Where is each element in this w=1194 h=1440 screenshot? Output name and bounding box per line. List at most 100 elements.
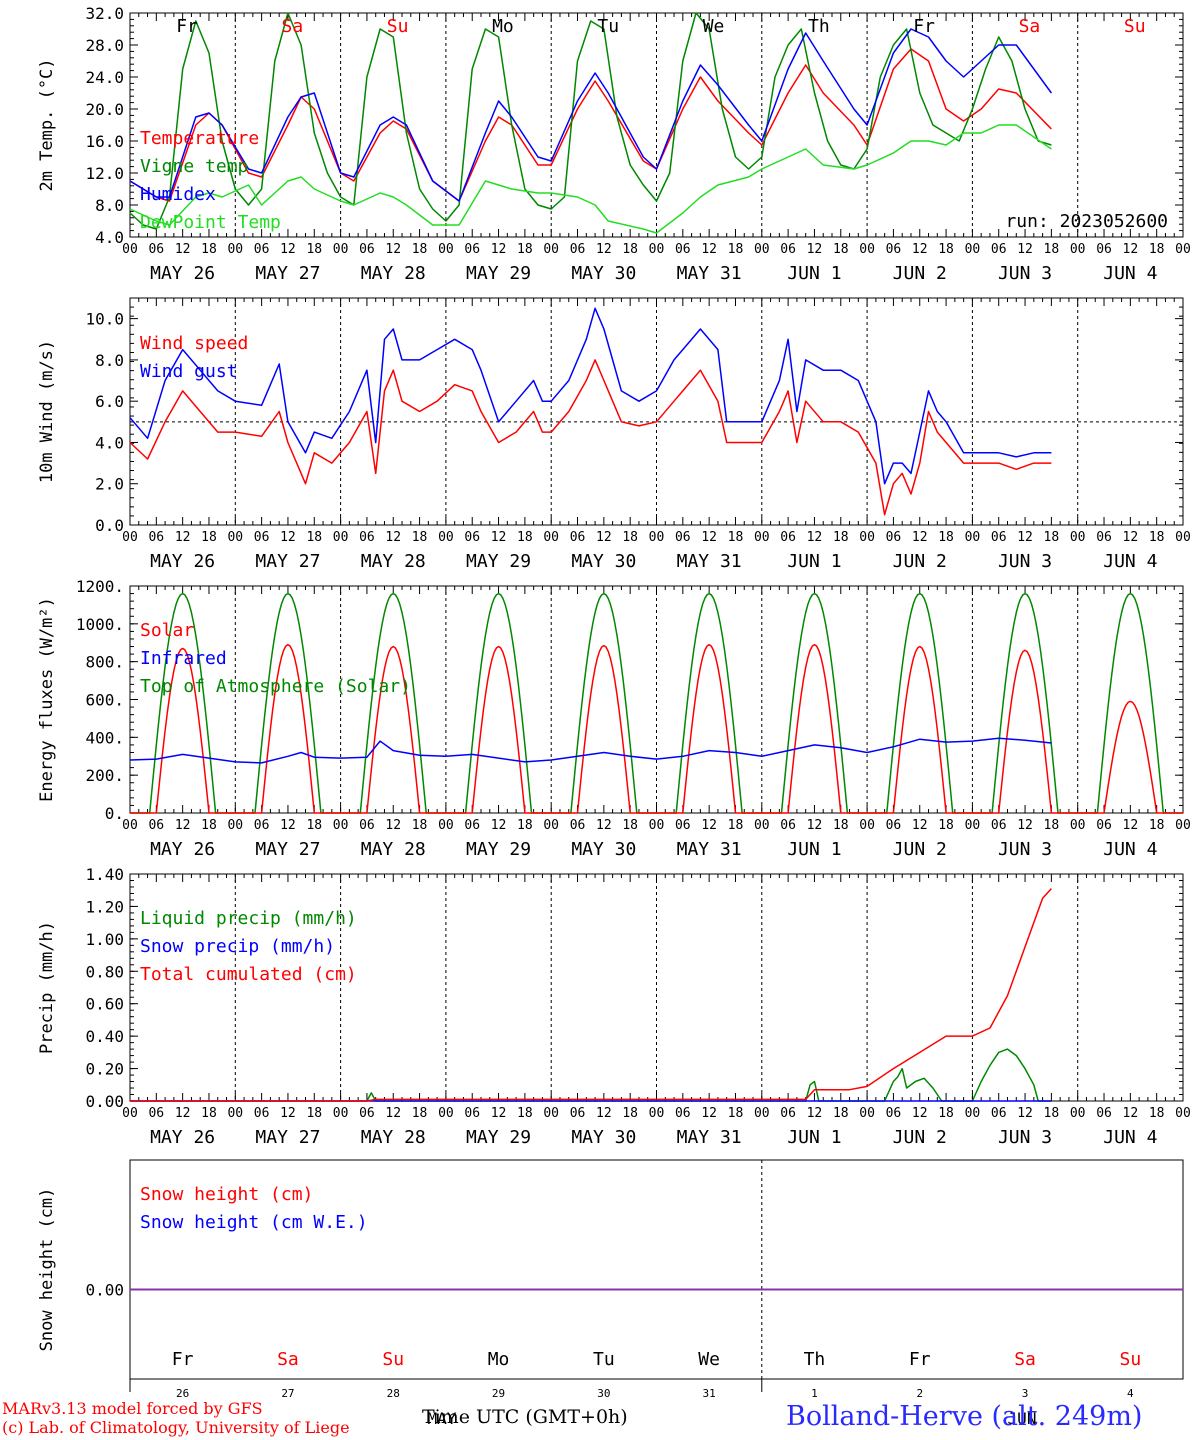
hour-tick-label: 06 xyxy=(675,818,691,833)
hour-tick-label: 18 xyxy=(1149,818,1165,833)
hour-tick-label: 12 xyxy=(596,530,612,545)
hour-tick-label: 18 xyxy=(517,818,533,833)
hour-tick-label: 12 xyxy=(596,242,612,257)
hour-tick-label: 12 xyxy=(175,1106,191,1121)
weekday-label: Fr xyxy=(176,16,198,37)
hour-tick-label: 18 xyxy=(622,530,638,545)
hour-tick-label: 18 xyxy=(938,530,954,545)
hour-tick-label: 06 xyxy=(570,530,586,545)
hour-tick-label: 12 xyxy=(175,530,191,545)
hour-tick-label: 18 xyxy=(412,242,428,257)
hour-tick-label: 06 xyxy=(675,242,691,257)
bottom-day-number: 2 xyxy=(916,1387,923,1400)
hour-tick-label: 12 xyxy=(912,242,928,257)
hour-tick-label: 00 xyxy=(859,242,875,257)
day-label: JUN 1 xyxy=(787,839,841,860)
bottom-weekday-label: Tu xyxy=(593,1349,615,1370)
hour-tick-label: 12 xyxy=(280,818,296,833)
hour-tick-label: 06 xyxy=(780,1106,796,1121)
hour-tick-label: 06 xyxy=(675,530,691,545)
hour-tick-label: 18 xyxy=(833,1106,849,1121)
hour-tick-label: 00 xyxy=(965,1106,981,1121)
hour-tick-label: 00 xyxy=(754,242,770,257)
bottom-weekday-label: Th xyxy=(804,1349,826,1370)
hour-tick-label: 00 xyxy=(122,818,138,833)
y-tick-label: 8.0 xyxy=(95,351,124,370)
series-line-dewpoint-temp xyxy=(129,124,1052,234)
hour-tick-label: 12 xyxy=(385,1106,401,1121)
hour-tick-label: 12 xyxy=(491,530,507,545)
weekday-label: Tu xyxy=(597,16,619,37)
series-line-liquid-precip-mm-h xyxy=(130,1048,1052,1102)
hour-tick-label: 00 xyxy=(965,818,981,833)
hour-tick-label: 18 xyxy=(728,242,744,257)
hour-tick-label: 12 xyxy=(1017,818,1033,833)
day-label: JUN 1 xyxy=(787,1127,841,1148)
bottom-weekday-label: Sa xyxy=(277,1349,299,1370)
hour-tick-label: 00 xyxy=(1175,530,1191,545)
y-axis-label: Snow height (cm) xyxy=(37,1188,57,1352)
hour-tick-label: 18 xyxy=(517,242,533,257)
hour-tick-label: 12 xyxy=(1123,1106,1139,1121)
series-line-vigne-temp xyxy=(129,12,1052,230)
hour-tick-label: 18 xyxy=(1044,242,1060,257)
bottom-day-number: 4 xyxy=(1127,1387,1134,1400)
y-axis-label: 10m Wind (m/s) xyxy=(37,340,57,483)
hour-tick-label: 06 xyxy=(1096,242,1112,257)
hour-tick-label: 06 xyxy=(254,1106,270,1121)
hour-tick-label: 00 xyxy=(333,1106,349,1121)
legend-entry: Solar xyxy=(140,620,194,641)
hour-tick-label: 00 xyxy=(754,530,770,545)
bottom-month-label: MAY xyxy=(428,1409,457,1428)
series-line-wind-speed xyxy=(129,359,1052,516)
legend-entry: Top of Atmosphere (Solar) xyxy=(140,676,411,697)
hour-tick-label: 06 xyxy=(780,530,796,545)
hour-tick-label: 18 xyxy=(517,530,533,545)
hour-tick-label: 12 xyxy=(701,818,717,833)
hour-tick-label: 18 xyxy=(728,530,744,545)
hour-tick-label: 06 xyxy=(991,242,1007,257)
hour-tick-label: 18 xyxy=(938,1106,954,1121)
y-tick-label: 0.40 xyxy=(85,1027,124,1046)
hour-tick-label: 18 xyxy=(306,530,322,545)
hour-tick-label: 12 xyxy=(1123,242,1139,257)
day-label: JUN 3 xyxy=(998,1127,1052,1148)
hour-tick-label: 06 xyxy=(359,530,375,545)
hour-tick-label: 12 xyxy=(701,530,717,545)
y-tick-label: 1.00 xyxy=(85,930,124,949)
hour-tick-label: 12 xyxy=(912,818,928,833)
hour-tick-label: 18 xyxy=(728,818,744,833)
hour-tick-label: 06 xyxy=(359,242,375,257)
hour-tick-label: 12 xyxy=(385,242,401,257)
y-tick-label: 32.0 xyxy=(85,4,124,23)
legend-entry: Humidex xyxy=(140,184,216,205)
day-label: MAY 27 xyxy=(255,263,320,284)
day-label: JUN 3 xyxy=(998,839,1052,860)
hour-tick-label: 00 xyxy=(965,242,981,257)
hour-tick-label: 12 xyxy=(280,1106,296,1121)
bottom-day-number: 30 xyxy=(597,1387,610,1400)
bottom-day-number: 28 xyxy=(387,1387,400,1400)
hour-tick-label: 18 xyxy=(1149,1106,1165,1121)
y-axis-label: Precip (mm/h) xyxy=(37,921,57,1054)
day-label: JUN 2 xyxy=(893,1127,947,1148)
hour-tick-label: 12 xyxy=(280,242,296,257)
weekday-label: Sa xyxy=(1019,16,1041,37)
hour-tick-label: 00 xyxy=(859,818,875,833)
hour-tick-label: 06 xyxy=(780,818,796,833)
y-tick-label: 400. xyxy=(85,728,124,747)
hour-tick-label: 00 xyxy=(543,818,559,833)
day-label: MAY 29 xyxy=(466,551,531,572)
hour-tick-label: 06 xyxy=(675,1106,691,1121)
legend-entry: Wind speed xyxy=(140,333,248,354)
day-label: JUN 4 xyxy=(1103,551,1157,572)
hour-tick-label: 12 xyxy=(385,530,401,545)
hour-tick-label: 00 xyxy=(543,242,559,257)
hour-tick-label: 12 xyxy=(175,818,191,833)
hour-tick-label: 18 xyxy=(201,818,217,833)
y-tick-label: 4.0 xyxy=(95,228,124,247)
hour-tick-label: 06 xyxy=(464,530,480,545)
hour-tick-label: 18 xyxy=(622,242,638,257)
day-label: JUN 1 xyxy=(787,263,841,284)
hour-tick-label: 06 xyxy=(464,242,480,257)
